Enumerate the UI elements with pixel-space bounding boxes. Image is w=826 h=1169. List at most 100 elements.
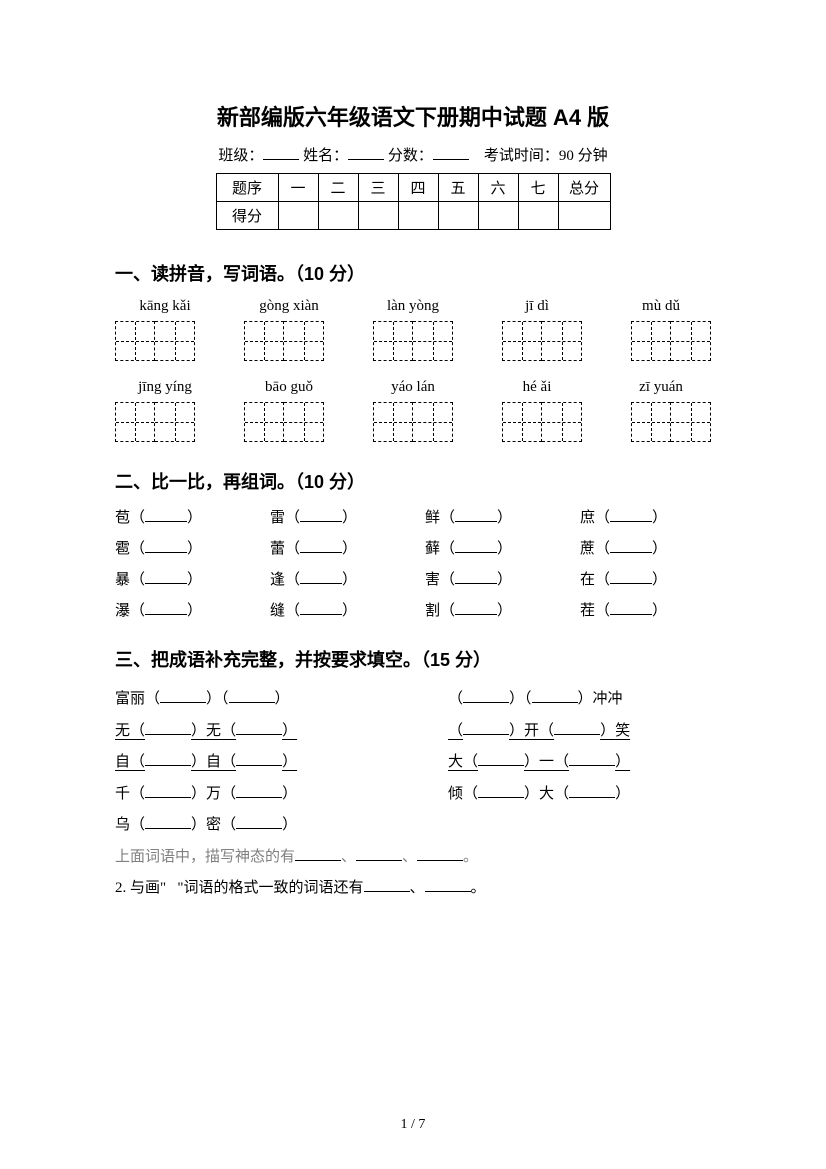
blank[interactable] [236,814,282,829]
s2-item: 蔗（） [580,537,711,558]
score-cell[interactable] [318,202,358,230]
section2-grid: 苞（） 雷（） 鲜（） 庶（） 雹（） 蕾（） 藓（） 蔗（） 暴（） 逢（） … [115,506,711,620]
blank[interactable] [236,783,282,798]
col-total: 总分 [558,174,610,202]
s2-item: 暴（） [115,568,246,589]
score-cell[interactable] [558,202,610,230]
s2-item: 害（） [425,568,556,589]
pinyin: hé ǎi [487,379,587,396]
blank[interactable] [455,538,497,553]
score-cell[interactable] [398,202,438,230]
char-box[interactable] [373,402,453,442]
row-label: 题序 [216,174,278,202]
name-blank[interactable] [348,145,384,160]
blank[interactable] [295,846,341,861]
blank[interactable] [145,751,191,766]
blank[interactable] [356,846,402,861]
blank[interactable] [145,720,191,735]
char-box[interactable] [373,321,453,361]
blank[interactable] [229,688,275,703]
s2-item: 鲜（） [425,506,556,527]
blank[interactable] [478,751,524,766]
blank[interactable] [160,688,206,703]
blank[interactable] [364,877,410,892]
blank[interactable] [145,783,191,798]
char-box[interactable] [115,321,195,361]
col-head: 五 [438,174,478,202]
char-box[interactable] [502,321,582,361]
page-number: 1 / 7 [0,1117,826,1133]
blank[interactable] [425,877,471,892]
char-box[interactable] [631,321,711,361]
blank[interactable] [455,600,497,615]
blank[interactable] [463,720,509,735]
blank[interactable] [455,507,497,522]
score-cell[interactable] [518,202,558,230]
score-label: 分数： [388,148,433,164]
section2-heading: 二、比一比，再组词。（10 分） [115,468,711,494]
s2-item: 雷（） [270,506,401,527]
score-cell[interactable] [358,202,398,230]
blank[interactable] [300,507,342,522]
blank[interactable] [417,846,463,861]
score-blank[interactable] [433,145,469,160]
blank[interactable] [145,507,187,522]
s3-row: 富丽（）（） （）（）冲冲 [115,684,711,716]
blank[interactable] [610,538,652,553]
score-cell[interactable] [278,202,318,230]
char-box[interactable] [502,402,582,442]
blank[interactable] [236,720,282,735]
score-cell[interactable] [438,202,478,230]
pinyin: zī yuán [611,379,711,396]
blank[interactable] [300,569,342,584]
pinyin: làn yòng [363,298,463,315]
page-title: 新部编版六年级语文下册期中试题 A4 版 [115,100,711,132]
blank[interactable] [463,688,509,703]
blank[interactable] [300,600,342,615]
pinyin-row: jīng yíng bāo guǒ yáo lán hé ǎi zī yuán [115,379,711,396]
col-head: 四 [398,174,438,202]
blank[interactable] [569,783,615,798]
blank[interactable] [478,783,524,798]
boxes-row [115,402,711,442]
s3-row: 乌（）密（） [115,810,711,842]
s2-item: 雹（） [115,537,246,558]
char-box[interactable] [244,321,324,361]
class-blank[interactable] [263,145,299,160]
class-label: 班级： [218,148,263,164]
blank[interactable] [569,751,615,766]
s2-item: 瀑（） [115,599,246,620]
blank[interactable] [455,569,497,584]
char-box[interactable] [631,402,711,442]
blank[interactable] [236,751,282,766]
blank[interactable] [610,600,652,615]
blank[interactable] [300,538,342,553]
col-head: 一 [278,174,318,202]
s2-item: 缝（） [270,599,401,620]
blank[interactable] [145,600,187,615]
blank[interactable] [610,507,652,522]
blank[interactable] [145,814,191,829]
blank[interactable] [610,569,652,584]
info-line: 班级： 姓名： 分数： 考试时间：90 分钟 [115,144,711,165]
blank[interactable] [145,538,187,553]
section3-heading: 三、把成语补充完整，并按要求填空。（15 分） [115,646,711,672]
char-box[interactable] [115,402,195,442]
s3-row: 无（）无（） （）开（）笑 [115,716,711,748]
score-cell[interactable] [478,202,518,230]
s2-item: 庶（） [580,506,711,527]
pinyin: mù dǔ [611,298,711,315]
char-box[interactable] [244,402,324,442]
pinyin: jīng yíng [115,379,215,396]
blank[interactable] [532,688,578,703]
col-head: 六 [478,174,518,202]
s2-item: 逢（） [270,568,401,589]
s2-item: 蕾（） [270,537,401,558]
pinyin: gòng xiàn [239,298,339,315]
s2-item: 藓（） [425,537,556,558]
s2-item: 苞（） [115,506,246,527]
col-head: 二 [318,174,358,202]
blank[interactable] [554,720,600,735]
col-head: 七 [518,174,558,202]
blank[interactable] [145,569,187,584]
